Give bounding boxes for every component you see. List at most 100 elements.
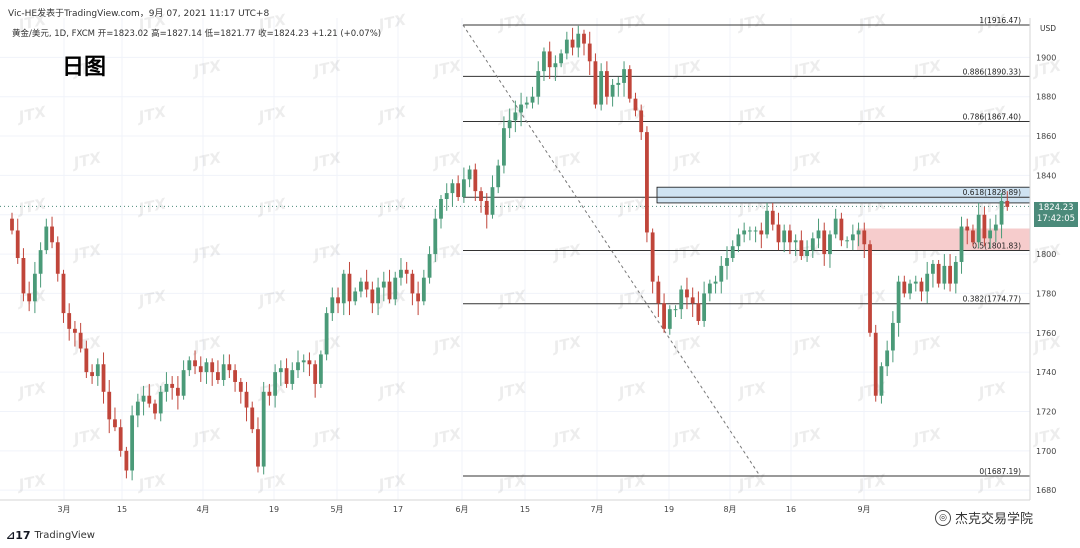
candle-body <box>433 218 438 255</box>
watermark: JTX <box>134 470 169 494</box>
candle-body <box>421 277 426 302</box>
candle-body <box>547 51 552 68</box>
candle-body <box>313 364 318 384</box>
candle-body <box>416 293 421 302</box>
fib-level-label: 0.886(1890.33) <box>963 67 1021 76</box>
fib-level-label: 0.786(1867.40) <box>963 112 1021 121</box>
candle-body <box>307 360 312 365</box>
fib-level-label: 0.5(1801.83) <box>972 241 1021 250</box>
candle-body <box>158 391 163 414</box>
candle-body <box>850 234 855 241</box>
candle-body <box>679 289 684 310</box>
price-tick-label: 1740 <box>1036 368 1056 377</box>
candle-body <box>862 230 867 245</box>
watermark: JTX <box>14 470 49 494</box>
candle-body <box>564 39 569 54</box>
time-tick-label: 9月 <box>857 505 870 514</box>
candle-body <box>113 419 117 428</box>
watermark: JTX <box>789 56 824 80</box>
candle-body <box>725 258 729 266</box>
candle-body <box>879 366 884 396</box>
candle-body <box>770 210 775 225</box>
watermark: JTX <box>429 56 464 80</box>
watermark: JTX <box>669 424 704 448</box>
candle-body <box>393 277 398 300</box>
ohlc-readout: 黄金/美元, 1D, FXCM 开=1823.02 高=1827.14 低=18… <box>12 29 382 39</box>
watermark: JTX <box>549 240 584 264</box>
candle-body <box>782 230 787 243</box>
candle-body <box>816 230 821 239</box>
candle-body <box>439 198 443 219</box>
weibo-icon: ◎ <box>935 509 951 526</box>
candles <box>10 25 1010 481</box>
candle-body <box>707 283 712 294</box>
candle-body <box>965 226 970 231</box>
candle-body <box>10 218 14 231</box>
watermark: JTX <box>549 148 584 172</box>
last-price-value: 1824.23 <box>1038 203 1074 213</box>
candle-body <box>667 309 672 329</box>
watermark: JTX <box>309 424 344 448</box>
watermark: JTX <box>374 378 409 402</box>
candle-body <box>61 273 66 314</box>
watermark: JTX <box>189 332 224 356</box>
candle-body <box>656 281 661 304</box>
watermark: JTX <box>614 470 649 494</box>
candle-body <box>278 368 283 373</box>
tradingview-brand[interactable]: ⊿17 TradingView <box>6 529 95 542</box>
candle-body <box>227 364 232 371</box>
candle-body <box>519 104 523 113</box>
watermark: JTX <box>549 332 584 356</box>
watermark: JTX <box>134 286 169 310</box>
watermark: JTX <box>429 332 464 356</box>
candle-body <box>936 263 941 284</box>
candle-body <box>645 132 649 233</box>
candle-body <box>301 360 306 363</box>
watermark: JTX <box>734 10 769 34</box>
candle-body <box>948 265 952 284</box>
watermark: JTX <box>309 56 344 80</box>
time-tick-label: 4月 <box>196 505 209 514</box>
candle-body <box>479 191 483 201</box>
candle-body <box>216 372 220 380</box>
candle-body <box>856 230 861 235</box>
candle-body <box>267 391 272 396</box>
watermark: JTX <box>69 240 104 264</box>
watermark: JTX <box>789 332 824 356</box>
candle-body <box>444 193 449 199</box>
watermark: JTX <box>854 470 889 494</box>
candle-body <box>507 120 512 129</box>
fib-level-label: 0(1687.19) <box>979 467 1021 476</box>
fib-trend-line <box>462 24 761 477</box>
candle-body <box>730 246 735 259</box>
candle-body <box>696 303 701 321</box>
watermark: JTX <box>549 56 584 80</box>
watermark: JTX <box>854 102 889 126</box>
watermark: JTX <box>189 240 224 264</box>
time-tick-label: 8月 <box>723 505 736 514</box>
candle-body <box>587 43 592 62</box>
currency-label: USD <box>1040 24 1057 33</box>
candle-body <box>364 281 369 290</box>
candle-body <box>95 364 100 377</box>
price-axis[interactable]: 1680170017201740176017801800182018401860… <box>1029 18 1056 500</box>
candle-body <box>839 218 844 241</box>
watermark: JTX <box>1029 148 1064 172</box>
candle-body <box>324 313 329 355</box>
watermark: JTX <box>854 378 889 402</box>
support-zone <box>857 228 1030 251</box>
zones <box>656 186 1031 251</box>
watermark: JTX <box>909 56 944 80</box>
tradingview-logo-icon: ⊿17 <box>6 529 31 542</box>
time-axis[interactable]: 3月 15 4月 19 5月 17 6月 15 7月 19 8月 16 9月 <box>0 499 1030 514</box>
price-tick-label: 1840 <box>1036 171 1056 180</box>
candle-body <box>559 53 564 64</box>
candle-body <box>381 281 386 288</box>
candle-body <box>84 348 89 373</box>
candle-body <box>153 403 157 414</box>
candle-body <box>73 328 77 333</box>
candle-body <box>130 415 135 471</box>
candle-body <box>799 240 804 257</box>
price-tick-label: 1900 <box>1036 53 1056 62</box>
